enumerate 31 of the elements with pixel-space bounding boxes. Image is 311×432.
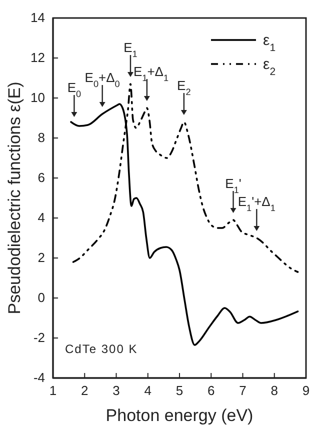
annotation: E$_{1}$+Δ$_{1}$ xyxy=(133,64,169,83)
y-tick-label: 10 xyxy=(30,90,45,106)
y-tick-label: 0 xyxy=(38,290,45,306)
legend-label: ε$_{2}$ xyxy=(263,56,276,78)
x-tick-label: 9 xyxy=(302,383,310,398)
annotation: E$_{1}$' xyxy=(225,176,242,195)
annotation: E$_{0}$ xyxy=(67,80,82,99)
annotation: E$_{1}$ xyxy=(124,40,138,59)
x-tick-label: 7 xyxy=(239,383,246,398)
x-tick-label: 8 xyxy=(270,383,278,398)
y-tick-label: 8 xyxy=(38,130,45,146)
y-tick-label: -2 xyxy=(33,330,45,346)
annotation: E$_{1}$'+Δ$_{1}$ xyxy=(238,194,276,213)
x-tick-label: 3 xyxy=(112,383,120,398)
legend-label: ε$_{1}$ xyxy=(263,32,276,54)
y-tick-label: 2 xyxy=(38,250,45,266)
x-tick-label: 2 xyxy=(81,383,88,398)
x-tick-label: 1 xyxy=(49,383,57,398)
annotation: E$_{0}$+Δ$_{0}$ xyxy=(84,70,120,89)
y-tick-label: 6 xyxy=(38,170,45,186)
x-tick-label: 5 xyxy=(176,383,184,398)
annotation: E$_{2}$ xyxy=(177,78,191,97)
y-tick-label: 12 xyxy=(30,50,45,66)
y-tick-label: -4 xyxy=(33,370,45,386)
x-axis-title: Photon energy (eV) xyxy=(106,406,254,425)
y-axis-title: Pseudodielectric functions ε(E) xyxy=(5,82,24,314)
annotation: CdTe 300 K xyxy=(65,342,138,356)
y-tick-label: 4 xyxy=(38,210,45,226)
x-tick-label: 4 xyxy=(144,383,152,398)
x-tick-label: 6 xyxy=(208,383,215,398)
y-tick-label: 14 xyxy=(30,10,45,26)
